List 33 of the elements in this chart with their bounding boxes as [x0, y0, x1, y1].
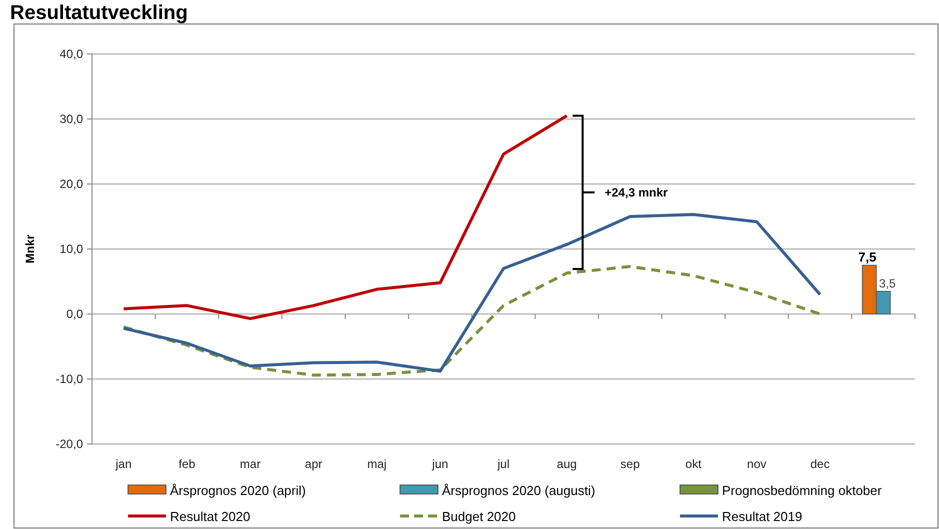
y-tick-label: -10,0	[56, 372, 84, 386]
line-series	[122, 265, 822, 377]
x-tick-label: nov	[747, 457, 766, 471]
y-tick-label: 40,0	[60, 47, 84, 61]
x-tick-label: okt	[685, 457, 702, 471]
legend-label: Budget 2020	[442, 509, 516, 524]
data-label: 3,5	[879, 276, 896, 290]
y-tick-label: 0,0	[66, 307, 84, 321]
x-tick-label: jun	[431, 457, 448, 471]
legend-label: Prognosbedömning oktober	[722, 483, 882, 498]
legend-label: Årsprognos 2020 (augusti)	[442, 483, 596, 498]
annotation: +24,3 mnkr	[604, 185, 668, 200]
legend-label: Årsprognos 2020 (april)	[170, 483, 306, 498]
y-tick-label: -20,0	[56, 437, 84, 451]
y-tick-label: 20,0	[60, 177, 84, 191]
data-label: 7,5	[858, 249, 876, 264]
line-series	[122, 213, 822, 373]
x-tick-label: feb	[178, 457, 196, 471]
x-tick-label: apr	[304, 457, 322, 471]
x-tick-label: aug	[556, 457, 577, 471]
x-tick-label: mar	[240, 457, 261, 471]
legend-label: Resultat 2020	[170, 509, 250, 524]
x-tick-label: jul	[496, 457, 510, 471]
legend-label: Resultat 2019	[722, 509, 802, 524]
chart-title: Resultatutveckling	[10, 2, 188, 24]
x-tick-label: maj	[367, 457, 387, 471]
y-tick-label: 10,0	[60, 242, 84, 256]
x-tick-label: dec	[810, 457, 830, 471]
y-tick-label: 30,0	[60, 112, 84, 126]
x-tick-label: sep	[620, 457, 640, 471]
y-axis-title: Mnkr	[23, 234, 37, 264]
line-series	[122, 114, 568, 320]
x-tick-label: jan	[114, 457, 132, 471]
